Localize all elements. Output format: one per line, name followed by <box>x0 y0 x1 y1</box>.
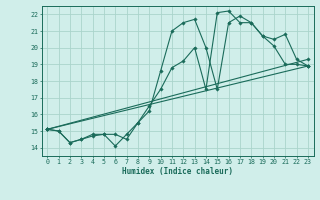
X-axis label: Humidex (Indice chaleur): Humidex (Indice chaleur) <box>122 167 233 176</box>
